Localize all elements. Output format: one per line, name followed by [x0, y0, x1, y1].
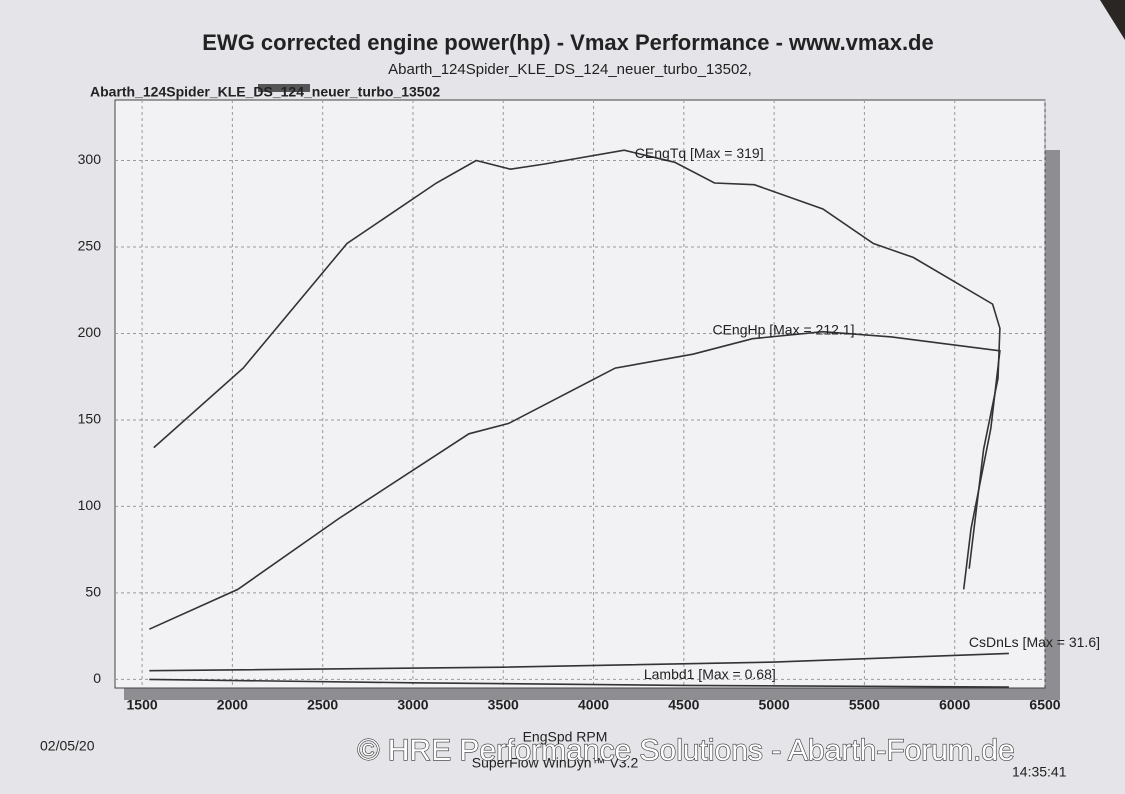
series-label: CEngTq [Max = 319]	[635, 145, 764, 161]
y-tick-label: 50	[85, 584, 101, 600]
series-label: CsDnLs [Max = 31.6]	[969, 634, 1100, 650]
y-tick-label: 250	[78, 238, 102, 254]
x-tick-label: 5500	[849, 697, 880, 713]
run-label: Abarth_124Spider_KLE_DS_124_neuer_turbo_…	[90, 84, 440, 100]
plot: 0 50 100 150 200 250 300 1500 2000 2500 3000 3500 40…	[78, 100, 1100, 713]
x-tick-label: 3500	[488, 697, 519, 713]
series-line	[149, 678, 1009, 688]
x-tick-label: 4000	[578, 697, 609, 713]
x-tick-label: 2000	[217, 697, 248, 713]
series-line	[153, 149, 1001, 569]
y-tick-label: 300	[78, 151, 102, 167]
x-tick-label: 6500	[1029, 697, 1060, 713]
y-tick-label: 100	[78, 497, 102, 513]
x-tick-label: 4500	[668, 697, 699, 713]
chart-subtitle: Abarth_124Spider_KLE_DS_124_neuer_turbo_…	[388, 61, 752, 78]
x-tick-label: 6000	[939, 697, 970, 713]
series-line	[148, 330, 1001, 630]
software-label: SuperFlow WinDyn™ V3.2	[472, 755, 639, 771]
series-label: CEngHp [Max = 212.1]	[712, 321, 854, 337]
y-tick-label: 0	[93, 670, 101, 686]
x-tick-label: 5000	[759, 697, 790, 713]
legend-swatch	[258, 84, 310, 92]
watermark: © HRE Performance Solutions - Abarth-For…	[357, 734, 1014, 767]
chart-title: EWG corrected engine power(hp) - Vmax Pe…	[202, 30, 933, 55]
x-axis-label: EngSpd RPM	[523, 729, 608, 745]
date-label: 02/05/20	[40, 738, 95, 754]
series-label: Lambd1 [Max = 0.68]	[644, 666, 776, 682]
series-line	[149, 652, 1009, 672]
x-tick-label: 3000	[397, 697, 428, 713]
y-tick-label: 150	[78, 411, 102, 427]
paper-corner	[1100, 0, 1125, 40]
x-tick-label: 1500	[127, 697, 158, 713]
plot-area	[114, 99, 1046, 689]
x-tick-label: 2500	[307, 697, 338, 713]
y-tick-label: 200	[78, 324, 102, 340]
time-label: 14:35:41	[1012, 764, 1067, 780]
